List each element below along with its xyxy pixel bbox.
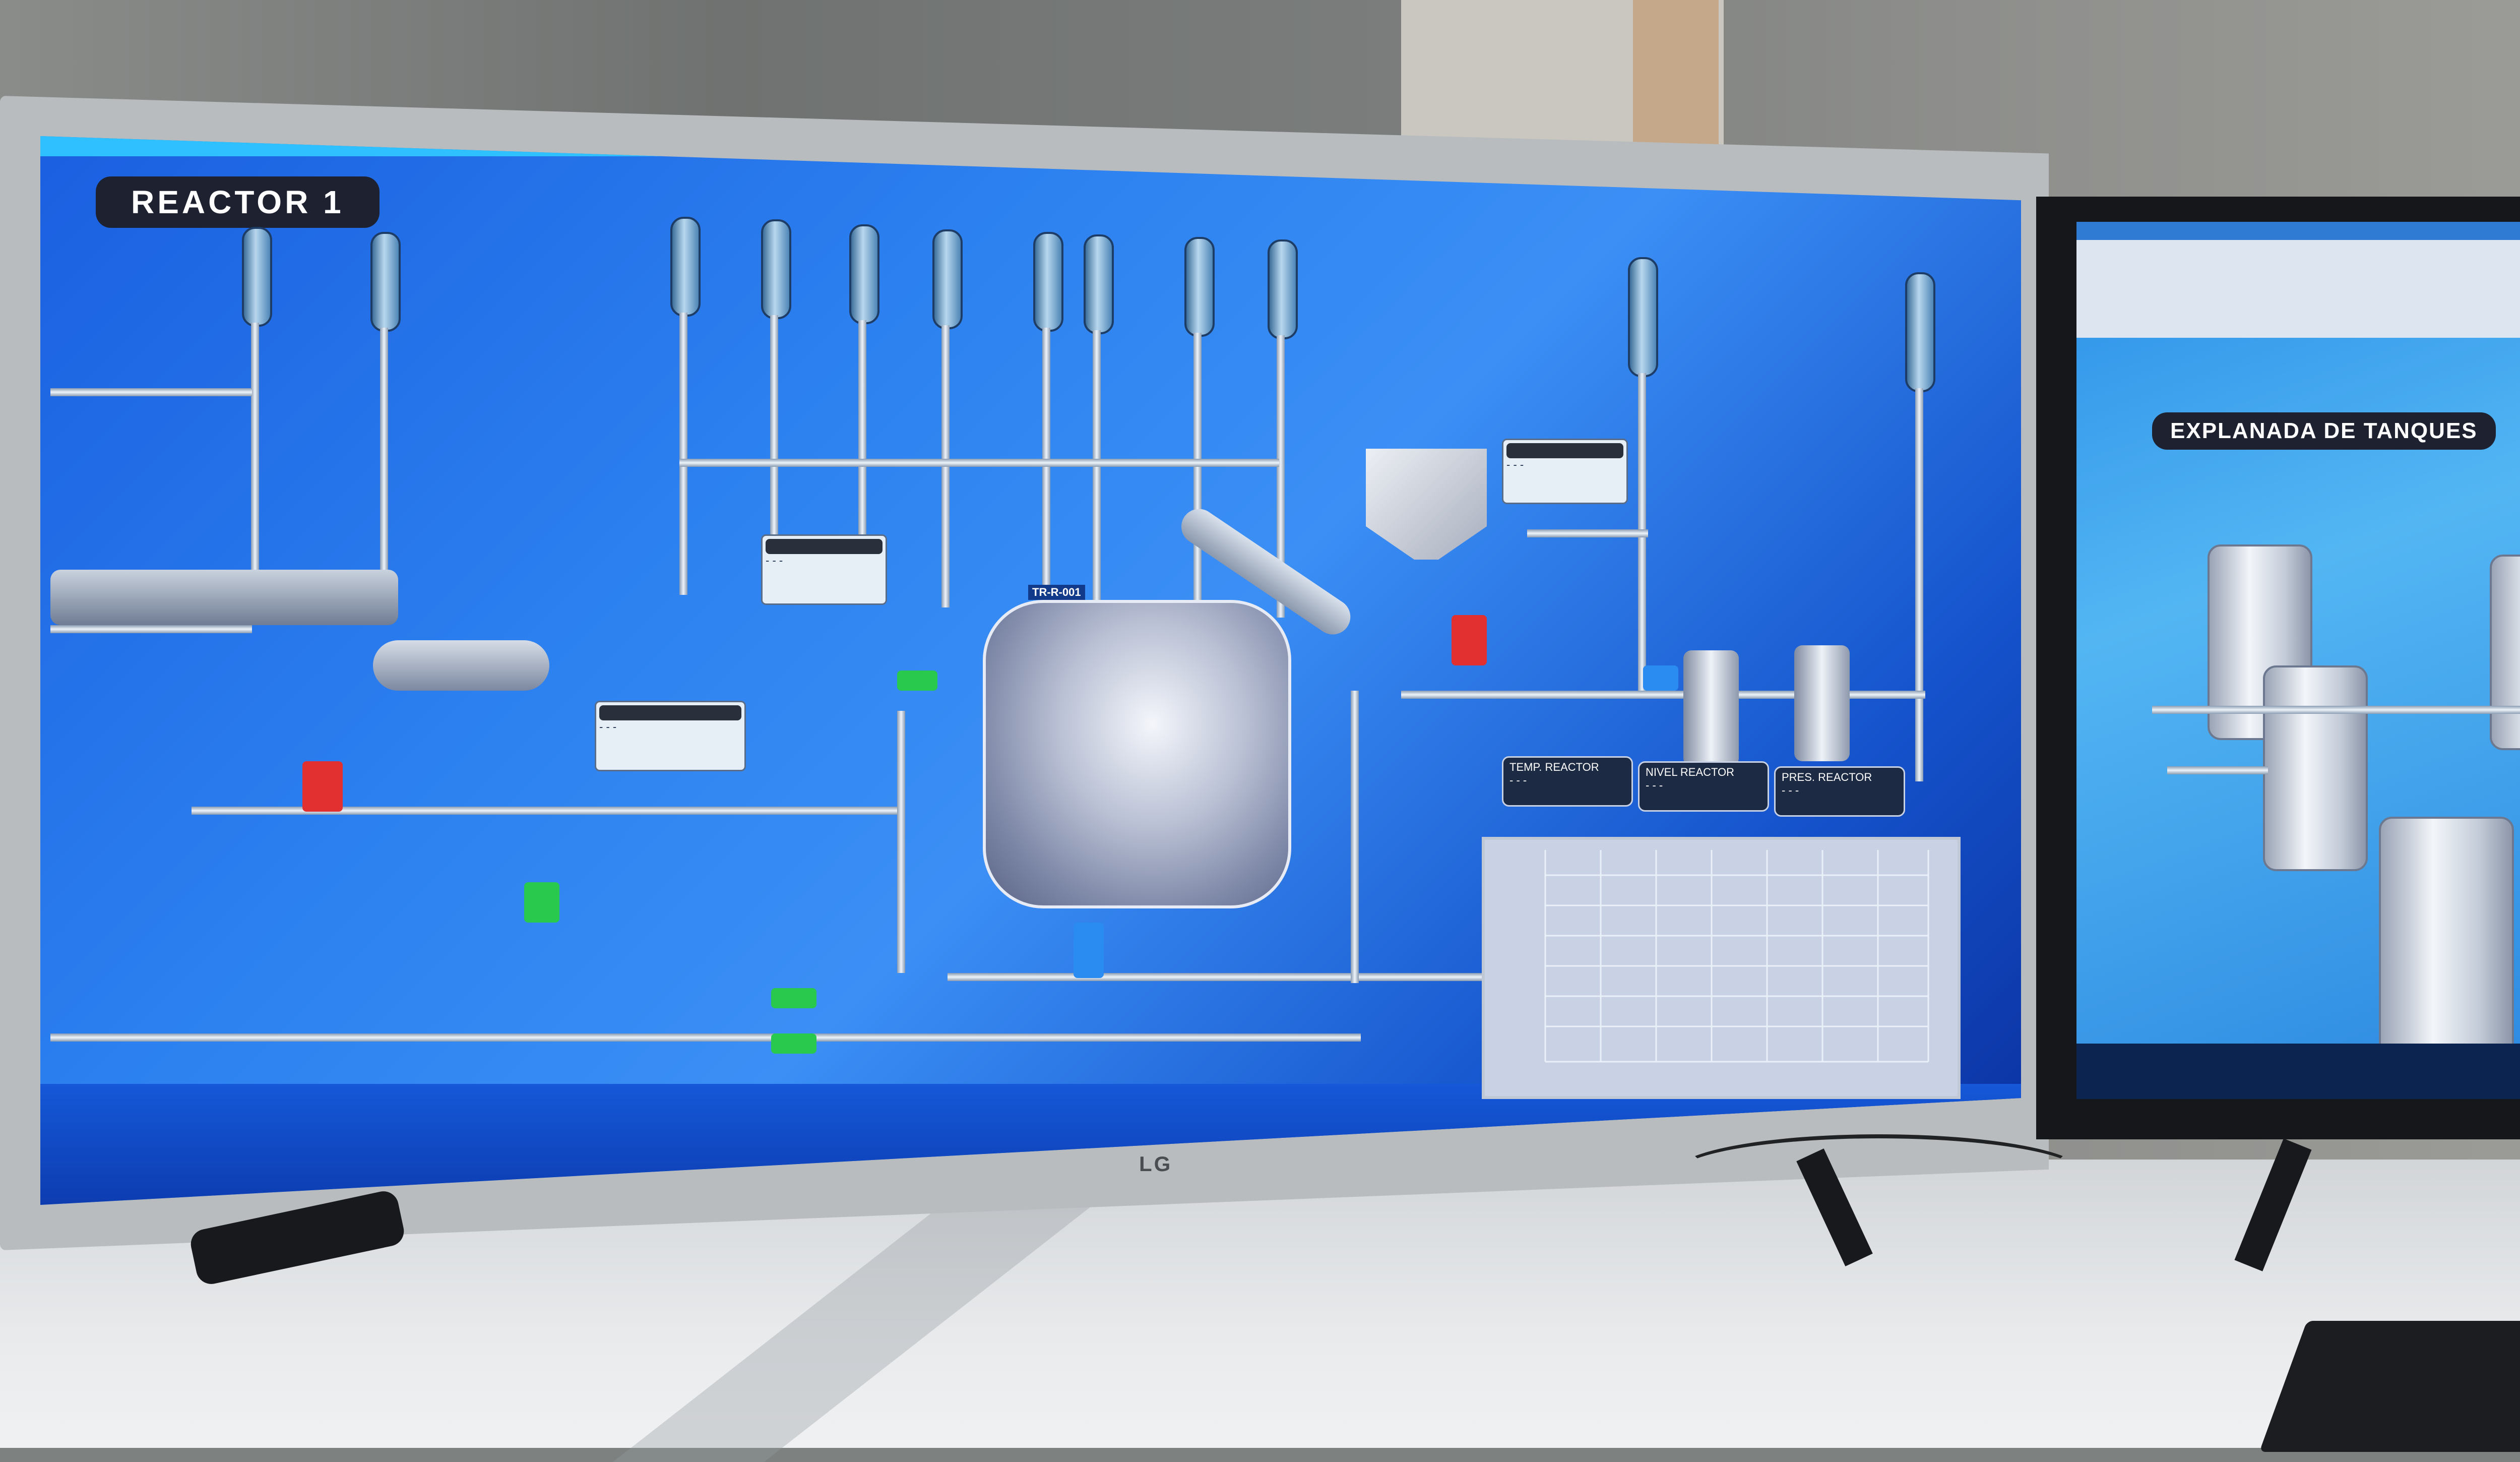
screen-title: EXPLANADA DE TANQUES	[2152, 412, 2496, 450]
valve-icon[interactable]	[897, 671, 937, 691]
tank-icon[interactable]	[2490, 555, 2520, 750]
hopper-icon[interactable]	[1366, 449, 1487, 560]
pump-icon[interactable]	[524, 882, 559, 923]
info-panel[interactable]: - - -	[595, 701, 746, 771]
status-value: - - -	[1646, 779, 1663, 791]
valve-icon[interactable]	[1452, 615, 1487, 665]
heat-exchanger-icon[interactable]	[50, 570, 398, 625]
pipe	[1277, 335, 1285, 618]
tube-indicator-icon[interactable]	[1628, 257, 1658, 377]
tube-indicator-icon[interactable]	[1184, 237, 1215, 337]
heat-exchanger-icon[interactable]	[373, 640, 549, 691]
status-box-temperature[interactable]: TEMP. REACTOR - - -	[1502, 756, 1633, 807]
info-panel[interactable]: - - -	[1502, 439, 1628, 504]
pipe	[50, 388, 252, 396]
tank-icon[interactable]	[1683, 650, 1739, 766]
panel-header	[766, 539, 883, 554]
panel-value: - - -	[766, 554, 783, 567]
screen-title: REACTOR 1	[96, 176, 380, 228]
app-ribbon	[2076, 222, 2520, 338]
pipe	[679, 313, 687, 595]
tube-indicator-icon[interactable]	[1084, 234, 1114, 334]
pump-icon[interactable]	[1074, 923, 1104, 978]
monitor-cable	[1673, 1134, 2085, 1213]
tank-icon[interactable]	[1794, 645, 1850, 761]
valve-icon[interactable]	[771, 988, 816, 1008]
pipe	[1042, 328, 1050, 610]
tube-indicator-icon[interactable]	[1033, 232, 1063, 332]
os-taskbar[interactable]	[2076, 1044, 2520, 1099]
status-box-pressure[interactable]: PRES. REACTOR - - -	[1774, 766, 1905, 817]
valve-icon[interactable]	[771, 1033, 816, 1054]
tube-indicator-icon[interactable]	[761, 219, 791, 319]
tube-indicator-icon[interactable]	[670, 217, 701, 317]
monitor-brand-logo: LG	[1139, 1152, 1173, 1176]
pipe	[192, 807, 897, 815]
app-title-bar	[2076, 222, 2520, 240]
pipe	[1915, 388, 1923, 781]
tube-indicator-icon[interactable]	[1905, 272, 1935, 392]
pipe	[380, 328, 388, 580]
pipe	[1351, 691, 1359, 983]
panel-header	[1506, 443, 1623, 458]
panel-value: - - -	[1506, 458, 1524, 471]
panel-value: - - -	[599, 720, 617, 733]
tube-indicator-icon[interactable]	[1268, 239, 1298, 339]
status-value: - - -	[1782, 784, 1799, 797]
status-box-level[interactable]: NIVEL REACTOR - - -	[1638, 761, 1769, 812]
reactor-tag: TR-R-001	[1028, 585, 1085, 600]
valve-icon[interactable]	[302, 761, 343, 812]
tube-indicator-icon[interactable]	[370, 232, 401, 332]
pipe	[897, 711, 905, 973]
tube-indicator-icon[interactable]	[242, 227, 272, 327]
valve-icon[interactable]	[1643, 665, 1678, 691]
tank-farm-screen: EXPLANADA DE TANQUES	[2076, 222, 2520, 1099]
pipe	[50, 625, 252, 633]
pipe	[1193, 333, 1202, 615]
status-label: TEMP. REACTOR	[1509, 761, 1599, 773]
reactor-hmi-screen: REACTOR 1 TR-R-001	[40, 136, 2021, 1205]
panel-header	[599, 705, 741, 720]
tube-indicator-icon[interactable]	[932, 229, 963, 329]
pipe	[2167, 766, 2268, 774]
pipe	[770, 315, 778, 597]
status-label: PRES. REACTOR	[1782, 771, 1872, 783]
pipe	[1527, 529, 1648, 537]
pipe	[1093, 330, 1101, 613]
pipe	[50, 1033, 1361, 1042]
tank-icon[interactable]	[2263, 665, 2368, 871]
pipe	[679, 459, 1279, 467]
pipe	[2152, 706, 2520, 714]
info-panel[interactable]: - - -	[761, 534, 887, 605]
trend-chart-grid	[1544, 850, 1929, 1063]
status-label: NIVEL REACTOR	[1646, 766, 1735, 778]
status-value: - - -	[1509, 774, 1527, 786]
pipe	[948, 973, 1552, 981]
trend-chart[interactable]	[1482, 837, 1961, 1099]
pipe	[251, 323, 259, 575]
tank-icon[interactable]	[2379, 817, 2514, 1063]
tube-indicator-icon[interactable]	[849, 224, 879, 324]
reactor-vessel-icon[interactable]	[983, 600, 1291, 908]
